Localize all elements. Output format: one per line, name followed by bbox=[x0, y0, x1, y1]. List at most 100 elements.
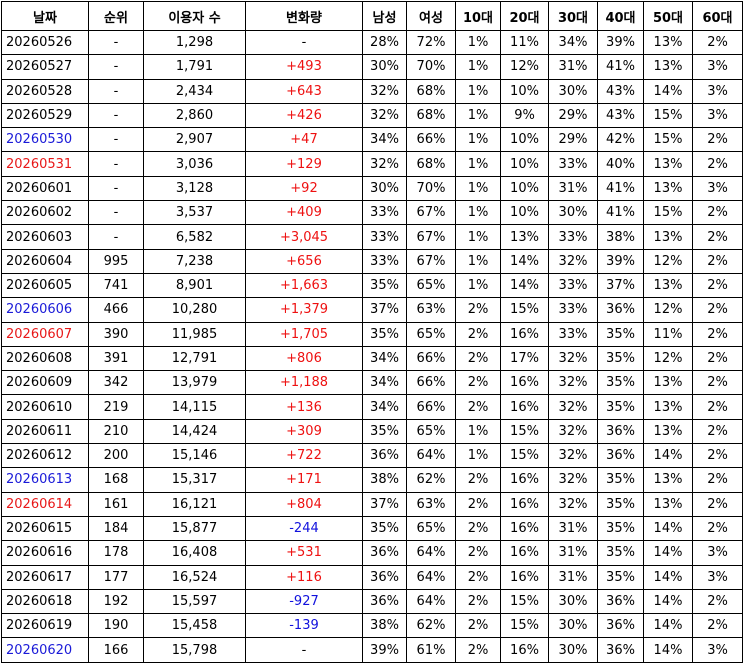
table-cell: +171 bbox=[245, 467, 363, 493]
table-cell: 35% bbox=[597, 370, 644, 396]
table-cell: 20260603 bbox=[1, 224, 89, 250]
table-cell: 2% bbox=[692, 491, 743, 517]
table-cell: 33% bbox=[362, 200, 407, 226]
table-cell: 20260608 bbox=[1, 345, 89, 372]
table-cell: +129 bbox=[245, 151, 363, 177]
table-cell: +136 bbox=[245, 394, 363, 420]
table-cell: 33% bbox=[548, 272, 598, 299]
table-cell: 36% bbox=[597, 297, 644, 323]
table-cell: 391 bbox=[88, 345, 144, 372]
table-cell: 20260618 bbox=[1, 588, 89, 615]
table-cell: 2% bbox=[455, 297, 501, 323]
table-cell: 20260609 bbox=[1, 370, 89, 396]
table-cell: 2,860 bbox=[143, 102, 246, 129]
table-cell: 13% bbox=[643, 224, 693, 250]
table-row: 20260607 390 11,985 +1,705 35% 65% 2% 16% 33% 35%… bbox=[1, 321, 743, 347]
header-cell: 순위 bbox=[88, 1, 144, 31]
table-cell: 30% bbox=[548, 78, 598, 104]
table-cell: 20260611 bbox=[1, 418, 89, 445]
table-cell: 15% bbox=[500, 613, 549, 639]
table-cell: 2% bbox=[455, 491, 501, 517]
table-row: 20260612 200 15,146 +722 36% 64% 1% 15% 32% 36% 14… bbox=[1, 443, 743, 469]
table-cell: -244 bbox=[245, 515, 363, 542]
table-cell: 2% bbox=[692, 418, 743, 445]
table-cell: 12% bbox=[500, 54, 549, 80]
table-cell: 15,146 bbox=[143, 443, 246, 469]
table-row: 20260614 161 16,121 +804 37% 63% 2% 16% 32% 35% 13… bbox=[1, 491, 743, 517]
table-cell: 2% bbox=[455, 515, 501, 542]
table-cell: 15% bbox=[500, 418, 549, 445]
table-cell: 8,901 bbox=[143, 272, 246, 299]
table-row: 20260608 391 12,791 +806 34% 66% 2% 17% 32% 35% 12… bbox=[1, 345, 743, 372]
table-cell: 14% bbox=[643, 613, 693, 639]
table-cell: 37% bbox=[362, 297, 407, 323]
table-cell: - bbox=[88, 78, 144, 104]
table-cell: 2% bbox=[692, 297, 743, 323]
table-cell: 13% bbox=[643, 418, 693, 445]
table-cell: 31% bbox=[548, 564, 598, 590]
table-cell: 15,877 bbox=[143, 515, 246, 542]
table-cell: 1% bbox=[455, 78, 501, 104]
table-cell: 16% bbox=[500, 321, 549, 347]
table-cell: 2% bbox=[692, 29, 743, 56]
table-cell: 2% bbox=[455, 345, 501, 372]
table-cell: 34% bbox=[362, 370, 407, 396]
table-cell: 41% bbox=[597, 175, 644, 202]
table-cell: 20260530 bbox=[1, 127, 89, 153]
table-cell: 9% bbox=[500, 102, 549, 129]
table-cell: 29% bbox=[548, 102, 598, 129]
table-cell: 35% bbox=[597, 321, 644, 347]
table-cell: 32% bbox=[362, 102, 407, 129]
table-row: 20260603-6,582 +3,045 33% 67% 1% 13% 33% 38% 13%… bbox=[1, 224, 743, 250]
table-cell: 1% bbox=[455, 443, 501, 469]
table-cell: 32% bbox=[548, 443, 598, 469]
table-cell: +3,045 bbox=[245, 224, 363, 250]
table-cell: 33% bbox=[548, 321, 598, 347]
table-cell: 20260601 bbox=[1, 175, 89, 202]
table-cell: 63% bbox=[406, 297, 456, 323]
table-cell: 35% bbox=[362, 515, 407, 542]
table-cell: 64% bbox=[406, 588, 456, 615]
table-cell: 10% bbox=[500, 127, 549, 153]
table-cell: 16% bbox=[500, 491, 549, 517]
table-cell: 20260616 bbox=[1, 540, 89, 566]
table-cell: 20260604 bbox=[1, 248, 89, 274]
table-cell: 11% bbox=[643, 321, 693, 347]
table-cell: 30% bbox=[362, 54, 407, 80]
header-cell: 이용자 수 bbox=[143, 1, 246, 31]
table-cell: 34% bbox=[362, 127, 407, 153]
table-cell: 29% bbox=[548, 127, 598, 153]
table-cell: +409 bbox=[245, 200, 363, 226]
table-cell: +426 bbox=[245, 102, 363, 129]
table-cell: 20260527 bbox=[1, 54, 89, 80]
table-cell: 11% bbox=[500, 29, 549, 56]
table-cell: - bbox=[88, 29, 144, 56]
table-cell: 2% bbox=[455, 564, 501, 590]
table-cell: 3,036 bbox=[143, 151, 246, 177]
table-cell: 1% bbox=[455, 102, 501, 129]
table-cell: 3,128 bbox=[143, 175, 246, 202]
table-cell: +531 bbox=[245, 540, 363, 566]
header-cell: 30대 bbox=[548, 1, 598, 31]
table-row: 20260615 184 15,877 -244 35% 65% 2% 16% 31% 35% 14… bbox=[1, 515, 743, 542]
table-cell: 20260606 bbox=[1, 297, 89, 323]
table-cell: 2,434 bbox=[143, 78, 246, 104]
table-cell: 66% bbox=[406, 370, 456, 396]
table-cell: +309 bbox=[245, 418, 363, 445]
table-cell: 32% bbox=[548, 418, 598, 445]
table-cell: 32% bbox=[548, 248, 598, 274]
table-row: 20260617 177 16,524 +116 36% 64% 2% 16% 31% 35% 14… bbox=[1, 564, 743, 590]
table-row: 20260526-1,298-28% 72% 1% 11% 34% 39% 13% 2% bbox=[1, 29, 743, 56]
table-cell: 192 bbox=[88, 588, 144, 615]
table-body: 20260526-1,298-28% 72% 1% 11% 34% 39% 13% 2% 202… bbox=[1, 29, 743, 663]
table-cell: 12% bbox=[643, 345, 693, 372]
table-cell: 20260528 bbox=[1, 78, 89, 104]
table-cell: 15,317 bbox=[143, 467, 246, 493]
table-cell: 15,597 bbox=[143, 588, 246, 615]
table-cell: 70% bbox=[406, 175, 456, 202]
table-cell: 36% bbox=[362, 443, 407, 469]
table-cell: 16,121 bbox=[143, 491, 246, 517]
table-cell: 3% bbox=[692, 102, 743, 129]
table-cell: 2% bbox=[692, 370, 743, 396]
table-cell: 30% bbox=[548, 200, 598, 226]
